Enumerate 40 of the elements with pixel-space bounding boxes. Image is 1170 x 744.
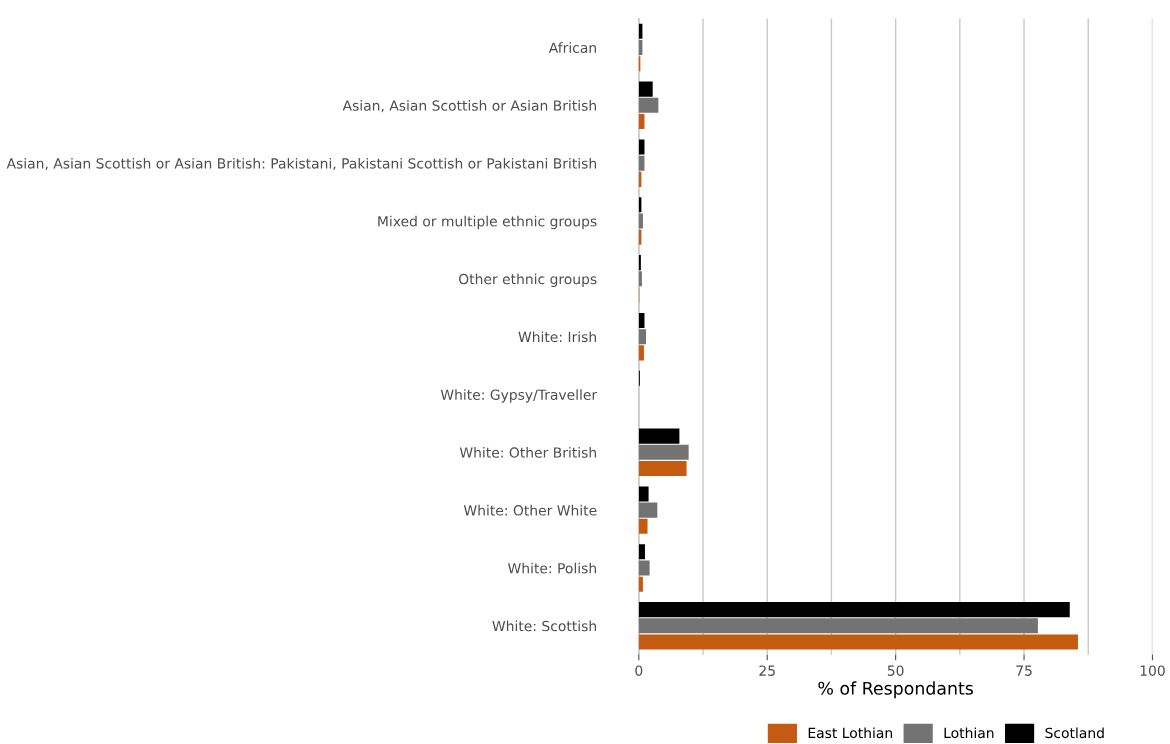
bar — [638, 345, 644, 361]
legend-label: East Lothian — [808, 727, 892, 739]
legend-label: Lothian — [944, 727, 994, 739]
bar — [638, 139, 645, 155]
bar — [638, 576, 643, 592]
y-tick-label: White: Other White — [463, 504, 597, 516]
bar — [638, 544, 645, 560]
y-tick-label: White: Irish — [518, 331, 596, 343]
bar — [638, 97, 659, 113]
bar — [638, 618, 1038, 634]
y-tick-label: Mixed or multiple ethnic groups — [378, 215, 597, 230]
x-tick-label: 100 — [1140, 665, 1165, 676]
bar — [638, 81, 653, 97]
y-tick-label: Asian, Asian Scottish or Asian British — [342, 100, 596, 113]
bar — [638, 460, 687, 477]
y-tick-label: White: Other British — [459, 447, 596, 458]
x-tick-label: 0 — [635, 665, 643, 676]
bar — [638, 444, 689, 460]
x-tick-label: 25 — [759, 665, 775, 676]
bar — [638, 255, 641, 271]
bar — [638, 329, 647, 345]
y-tick-label: White: Scottish — [492, 620, 596, 632]
y-tick-label: White: Gypsy/Traveller — [440, 389, 598, 403]
bar — [638, 560, 650, 576]
bar — [638, 634, 1078, 650]
legend-label: Scotland — [1045, 727, 1104, 739]
y-tick-label: Other ethnic groups — [459, 273, 597, 287]
bar — [638, 486, 649, 502]
bar — [638, 271, 642, 287]
bar — [638, 428, 680, 444]
bar — [638, 502, 658, 518]
x-axis-title: % of Respondants — [818, 681, 974, 699]
x-tick-label: 50 — [887, 665, 904, 676]
y-tick-label: White: Polish — [508, 562, 596, 574]
bar — [638, 213, 643, 229]
y-tick-label: African — [548, 42, 596, 53]
bar — [638, 518, 648, 534]
y-tick-label: Asian, Asian Scottish or Asian British: Pakistani, Pakistani Scottish or Pakistani British — [6, 157, 597, 171]
bar — [638, 602, 1070, 618]
x-tick-label: 75 — [1016, 665, 1032, 676]
